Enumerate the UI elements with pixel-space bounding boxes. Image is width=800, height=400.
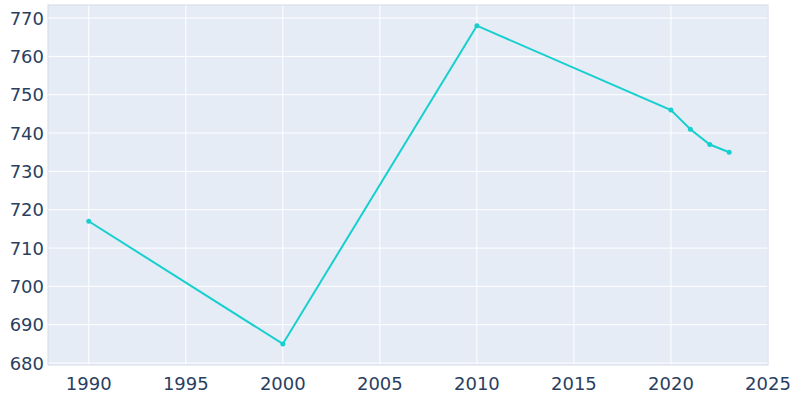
- chart-container: 680 690 700 710 720 730 740 750 760 770 1990 1995 20…: [0, 0, 800, 400]
- y-grid-line: [48, 209, 768, 210]
- grid: [48, 5, 768, 365]
- marker: [668, 108, 673, 113]
- x-tick-label: 2005: [357, 373, 403, 394]
- x-tick-label: 2010: [454, 373, 500, 394]
- marker: [474, 23, 479, 28]
- marker: [727, 150, 732, 155]
- x-tick-label: 2000: [260, 373, 306, 394]
- y-grid-line: [48, 94, 768, 95]
- x-grid-line: [282, 5, 283, 365]
- y-tick-label: 700: [10, 276, 44, 297]
- y-grid-line: [48, 286, 768, 287]
- x-grid-line: [573, 5, 574, 365]
- x-tick-label: 2020: [648, 373, 694, 394]
- x-tick-label: 1990: [66, 373, 112, 394]
- x-grid-line: [670, 5, 671, 365]
- y-grid-line: [48, 363, 768, 364]
- y-tick-label: 690: [10, 314, 44, 335]
- plot-frame: [48, 5, 768, 365]
- line: [89, 26, 729, 344]
- marker: [688, 127, 693, 132]
- x-tick-label: 2025: [745, 373, 791, 394]
- y-tick-label: 750: [10, 84, 44, 105]
- series-group: [86, 23, 731, 346]
- y-grid-line: [48, 171, 768, 172]
- x-grid-line: [185, 5, 186, 365]
- marker: [280, 341, 285, 346]
- y-grid-line: [48, 56, 768, 57]
- y-tick-label: 710: [10, 238, 44, 259]
- y-tick-label: 730: [10, 161, 44, 182]
- y-tick-label: 740: [10, 123, 44, 144]
- y-tick-label: 720: [10, 199, 44, 220]
- y-grid-line: [48, 248, 768, 249]
- marker: [707, 142, 712, 147]
- y-tick-label: 760: [10, 46, 44, 67]
- y-tick-label: 770: [10, 8, 44, 29]
- x-grid-line: [476, 5, 477, 365]
- plot-background: [48, 5, 768, 365]
- marker: [86, 219, 91, 224]
- x-tick-label: 1995: [163, 373, 209, 394]
- y-grid-line: [48, 18, 768, 19]
- y-grid-line: [48, 324, 768, 325]
- x-tick-label: 2015: [551, 373, 597, 394]
- chart: 680 690 700 710 720 730 740 750 760 770 1990 1995 20…: [0, 0, 800, 400]
- y-tick-label: 680: [10, 353, 44, 374]
- y-grid-line: [48, 133, 768, 134]
- x-grid-line: [88, 5, 89, 365]
